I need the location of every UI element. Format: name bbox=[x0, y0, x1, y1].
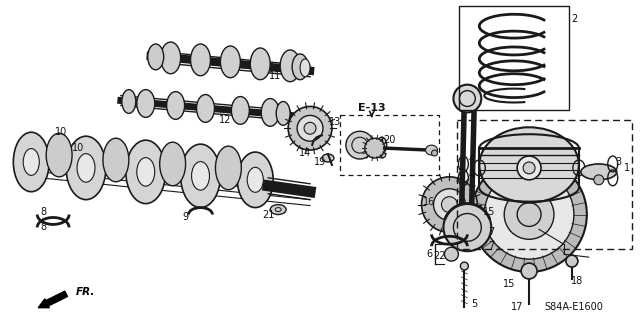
Ellipse shape bbox=[237, 152, 273, 208]
Ellipse shape bbox=[504, 190, 554, 239]
Ellipse shape bbox=[276, 101, 290, 125]
Ellipse shape bbox=[422, 177, 477, 232]
Ellipse shape bbox=[23, 149, 39, 175]
Text: FR.: FR. bbox=[76, 287, 95, 297]
Bar bbox=[460, 6, 569, 110]
Text: 1: 1 bbox=[623, 163, 630, 173]
Ellipse shape bbox=[77, 154, 95, 182]
Text: 21: 21 bbox=[262, 210, 275, 219]
Ellipse shape bbox=[103, 138, 129, 182]
Text: 11: 11 bbox=[269, 71, 282, 81]
Text: 12: 12 bbox=[220, 115, 232, 125]
Ellipse shape bbox=[180, 144, 220, 208]
Ellipse shape bbox=[566, 255, 578, 267]
Ellipse shape bbox=[426, 145, 438, 155]
Text: 2: 2 bbox=[571, 14, 577, 24]
Ellipse shape bbox=[346, 131, 374, 159]
Ellipse shape bbox=[521, 263, 537, 279]
Ellipse shape bbox=[160, 142, 186, 186]
Ellipse shape bbox=[220, 46, 241, 78]
Ellipse shape bbox=[261, 99, 279, 126]
Ellipse shape bbox=[594, 175, 604, 185]
Text: 13: 13 bbox=[329, 117, 341, 127]
Ellipse shape bbox=[250, 48, 270, 80]
Ellipse shape bbox=[232, 97, 250, 124]
Ellipse shape bbox=[270, 204, 286, 214]
Ellipse shape bbox=[161, 42, 180, 74]
Ellipse shape bbox=[137, 158, 155, 186]
Ellipse shape bbox=[66, 136, 106, 200]
Ellipse shape bbox=[196, 94, 214, 122]
Ellipse shape bbox=[288, 107, 332, 150]
Text: 20: 20 bbox=[383, 135, 396, 145]
Bar bbox=[340, 115, 440, 175]
Ellipse shape bbox=[304, 122, 316, 134]
Ellipse shape bbox=[13, 132, 49, 192]
Ellipse shape bbox=[126, 140, 166, 204]
Text: 15: 15 bbox=[483, 206, 495, 217]
Ellipse shape bbox=[471, 157, 587, 272]
Ellipse shape bbox=[444, 247, 458, 261]
Ellipse shape bbox=[280, 50, 300, 82]
Ellipse shape bbox=[444, 204, 492, 251]
Ellipse shape bbox=[46, 133, 72, 177]
Text: 4: 4 bbox=[468, 154, 474, 164]
Ellipse shape bbox=[431, 150, 438, 156]
Ellipse shape bbox=[216, 146, 241, 190]
Ellipse shape bbox=[479, 127, 579, 203]
Text: 14: 14 bbox=[299, 148, 311, 158]
Ellipse shape bbox=[191, 162, 209, 190]
Ellipse shape bbox=[378, 152, 386, 158]
Ellipse shape bbox=[148, 44, 164, 70]
Text: 10: 10 bbox=[72, 143, 84, 153]
Ellipse shape bbox=[517, 156, 541, 180]
Text: 19: 19 bbox=[314, 157, 326, 167]
Ellipse shape bbox=[322, 154, 334, 162]
Text: 3: 3 bbox=[616, 157, 622, 167]
Ellipse shape bbox=[484, 170, 574, 259]
Text: 6: 6 bbox=[426, 249, 433, 259]
Ellipse shape bbox=[137, 90, 155, 117]
Text: 7: 7 bbox=[488, 241, 494, 251]
Text: 15: 15 bbox=[503, 279, 515, 289]
Ellipse shape bbox=[442, 197, 458, 212]
Text: 17: 17 bbox=[511, 302, 524, 312]
Text: 18: 18 bbox=[571, 276, 583, 286]
Ellipse shape bbox=[300, 59, 310, 77]
Bar bbox=[458, 120, 632, 249]
Ellipse shape bbox=[581, 164, 617, 180]
Ellipse shape bbox=[247, 167, 263, 192]
Ellipse shape bbox=[122, 90, 136, 114]
Text: 7: 7 bbox=[488, 227, 494, 237]
Text: 8: 8 bbox=[40, 206, 46, 217]
Ellipse shape bbox=[433, 189, 465, 220]
Ellipse shape bbox=[191, 44, 211, 76]
Text: 22: 22 bbox=[433, 251, 445, 261]
Text: E-13: E-13 bbox=[358, 103, 385, 114]
Ellipse shape bbox=[297, 115, 323, 141]
Text: S84A-E1600: S84A-E1600 bbox=[545, 302, 604, 312]
Ellipse shape bbox=[523, 162, 535, 174]
Text: 8: 8 bbox=[40, 222, 46, 233]
Ellipse shape bbox=[460, 262, 468, 270]
Text: 5: 5 bbox=[471, 299, 477, 309]
Ellipse shape bbox=[453, 85, 481, 112]
FancyArrow shape bbox=[38, 291, 67, 308]
Ellipse shape bbox=[377, 137, 387, 153]
Ellipse shape bbox=[166, 92, 184, 119]
Ellipse shape bbox=[517, 203, 541, 226]
Ellipse shape bbox=[292, 54, 308, 80]
Ellipse shape bbox=[365, 138, 385, 158]
Text: 16: 16 bbox=[424, 197, 436, 207]
Text: 4: 4 bbox=[468, 170, 474, 180]
Text: 9: 9 bbox=[182, 212, 189, 222]
Text: 10: 10 bbox=[55, 127, 67, 137]
